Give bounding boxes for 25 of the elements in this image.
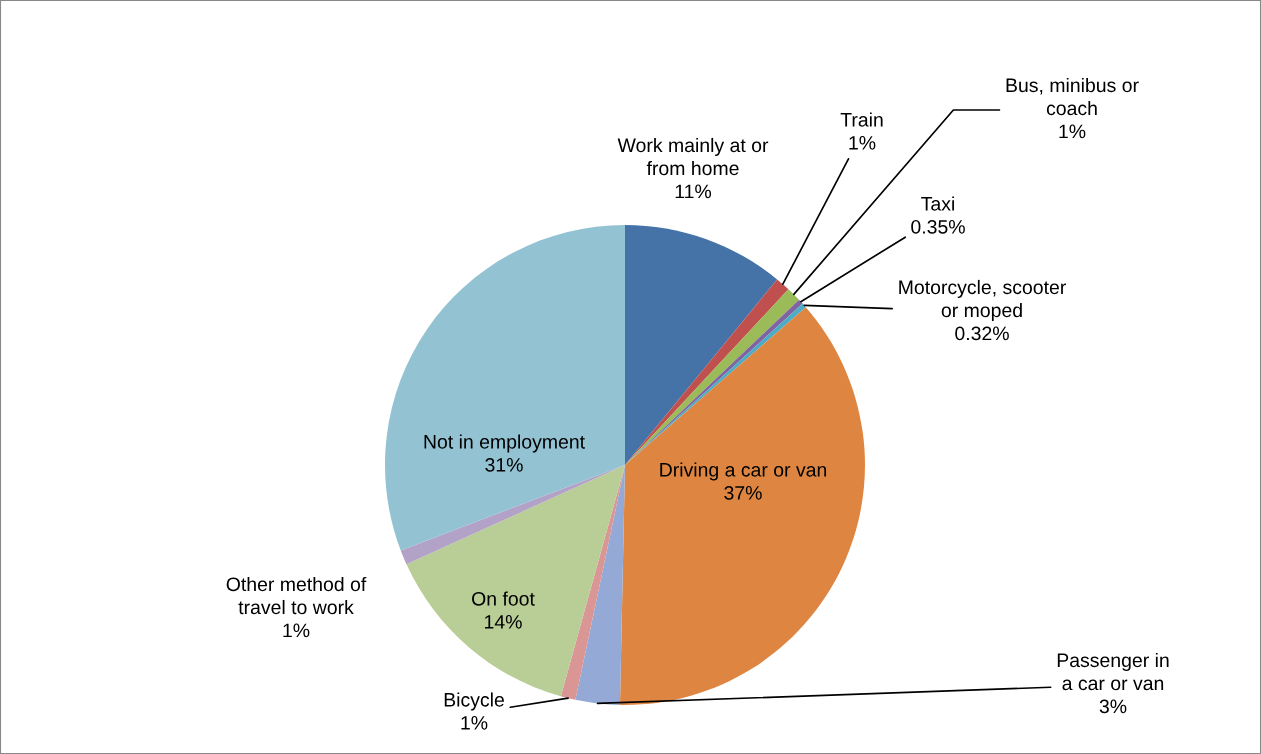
slice-label: Work mainly at or from home	[617, 137, 769, 176]
data-label: 0.35%	[911, 219, 965, 234]
slice-label: Driving a car or van	[660, 462, 827, 481]
slice-label: Taxi	[921, 196, 954, 211]
data-label: 37%	[724, 485, 762, 500]
pie-slice	[619, 307, 865, 705]
slice-label: Bus, minibus or coach	[1006, 77, 1139, 116]
slice-label: Not in employment	[424, 434, 585, 453]
pie-slice	[385, 225, 625, 551]
data-label: 0.32%	[955, 326, 1009, 341]
data-label: 11%	[675, 184, 712, 199]
data-label: 1%	[461, 716, 488, 730]
data-label: 14%	[485, 615, 522, 629]
data-label: 1%	[1059, 124, 1086, 139]
slice-label: Bicycle	[444, 692, 504, 711]
slice-label: Other method of travel to work	[226, 576, 367, 615]
data-label: 1%	[283, 623, 310, 638]
slice-label: On foot	[472, 591, 535, 606]
data-label: 3%	[1099, 699, 1127, 714]
slice-label: Motorcycle, scooter or moped	[899, 279, 1066, 322]
pie-slice	[575, 465, 625, 705]
data-label: 31%	[485, 457, 523, 472]
slice-label: Train	[840, 112, 883, 127]
slice-label: Passenger in a car or van	[1057, 652, 1169, 691]
data-label: 1%	[849, 136, 876, 150]
